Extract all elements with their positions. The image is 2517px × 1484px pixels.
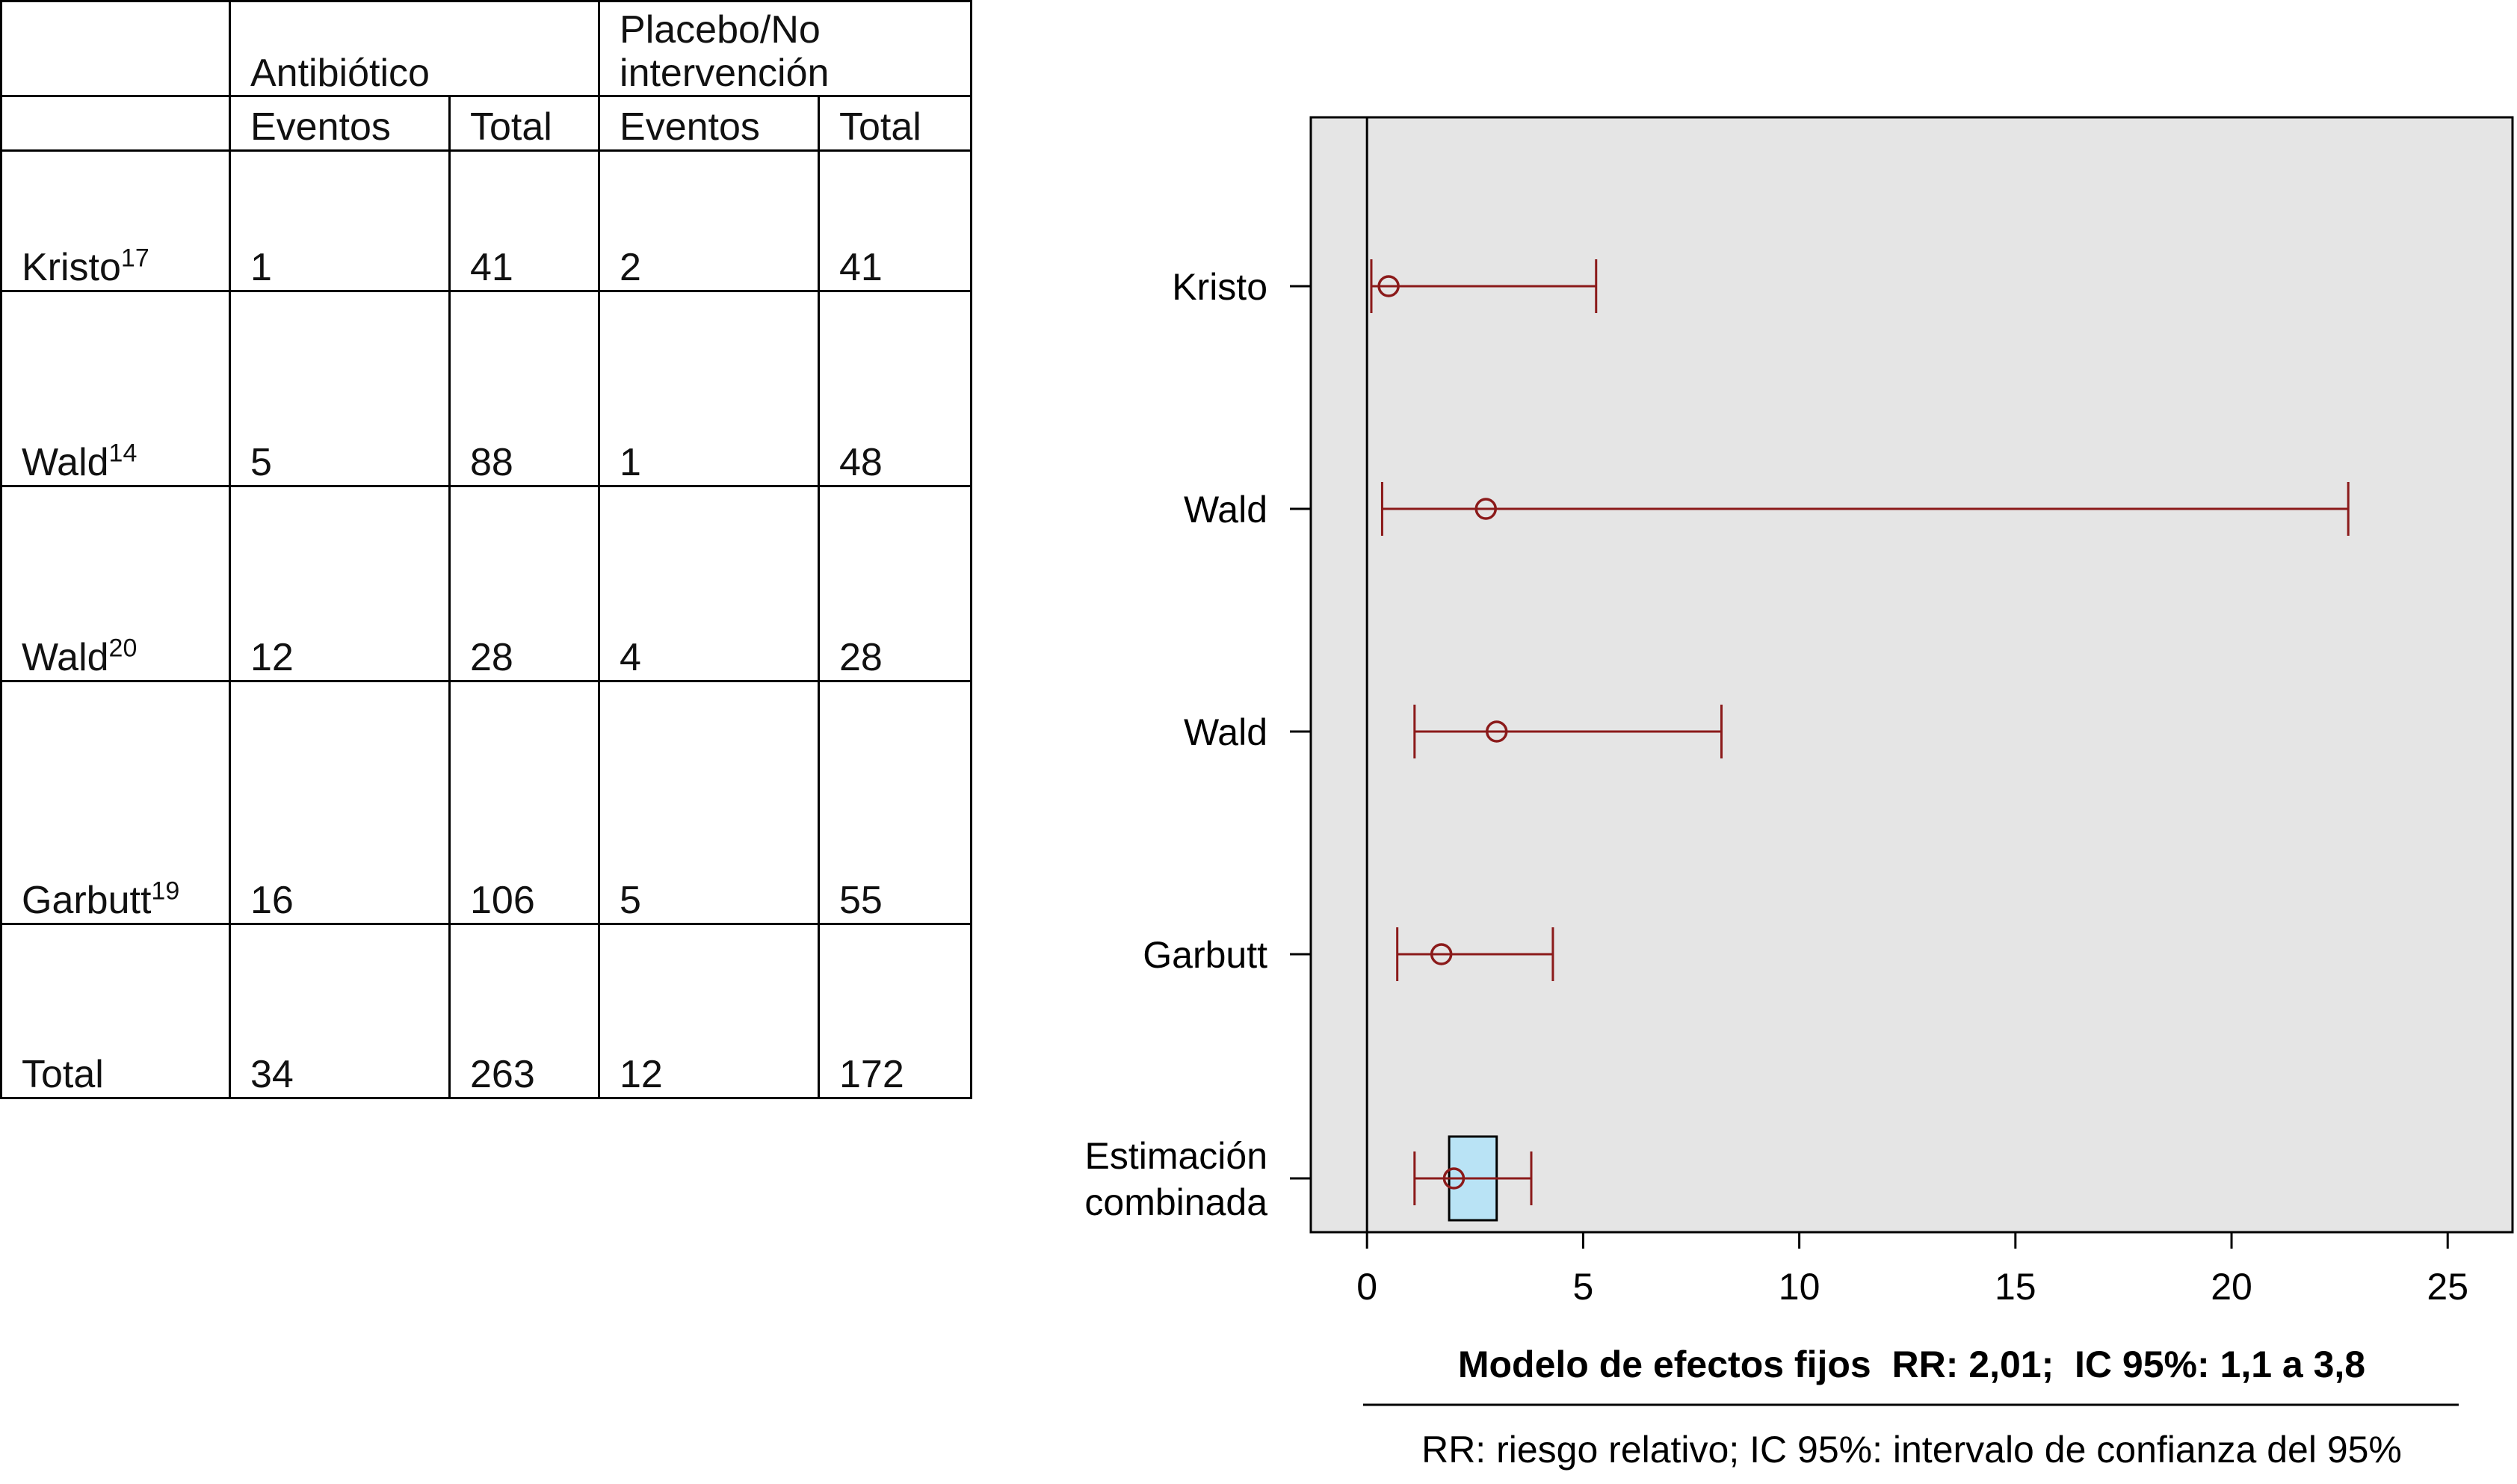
table-cell: 55 [818,680,973,925]
study-cell: Kristo17 [0,149,231,292]
events-table: Antibiótico Placebo/No intervención Event… [0,0,973,1099]
table-cell: 263 [448,923,601,1099]
point-estimate [1377,275,1400,297]
table-cell: 172 [818,923,973,1099]
subheader-total: Total [818,95,973,152]
group-header-placebo: Placebo/No intervención [598,0,973,97]
y-category-label: Estimación combinada [1084,1135,1267,1223]
y-category-label: Kristo [1172,266,1267,308]
table-row: Wald14 5 88 1 48 [0,290,973,487]
table-cell: 106 [448,680,601,925]
x-tick-label: 5 [1572,1266,1593,1308]
table-row-total: Total 34 263 12 172 [0,923,973,1099]
data-table-container: Antibiótico Placebo/No intervención Event… [0,0,973,1233]
point-estimate [1442,1167,1466,1190]
point-estimate [1485,720,1508,743]
corner-cell [0,0,231,97]
y-category-label: Garbutt [1143,934,1267,976]
subheader-blank [0,95,231,152]
study-cell: Total [0,923,231,1099]
table-cell: 1 [229,149,451,292]
table-cell: 12 [229,485,451,682]
table-row: Kristo17 1 41 2 41 [0,149,973,292]
table-cell: 88 [448,290,601,487]
table-row: Wald20 12 28 4 28 [0,485,973,682]
point-estimate [1430,943,1453,965]
table-cell: 1 [598,290,821,487]
table-cell: 5 [229,290,451,487]
table-cell: 2 [598,149,821,292]
table-cell: 41 [818,149,973,292]
subheader-events: Eventos [229,95,451,152]
x-tick-label: 15 [1995,1266,2036,1308]
group-header-antibiotic: Antibiótico [228,0,601,97]
point-estimate [1474,498,1498,520]
x-tick-label: 10 [1779,1266,1820,1308]
table-cell: 41 [448,149,601,292]
subheader-events: Eventos [598,95,821,152]
plot-panel [1309,116,2514,1234]
chart-marks: 0 5 10 15 20 25 Kristo Wald Wald Garbutt Estimació… [1084,117,2468,1308]
table-cell: 12 [598,923,821,1099]
chart-caption: Modelo de efectos fijos RR: 2,01; IC 95%… [1458,1344,2365,1385]
table-cell: 16 [229,680,451,925]
table-cell: 5 [598,680,821,925]
table-cell: 4 [598,485,821,682]
table-cell: 28 [448,485,601,682]
chart-footnote: RR: riesgo relativo; IC 95%: intervalo d… [1421,1429,2402,1471]
x-tick-label: 20 [2211,1266,2252,1308]
study-cell: Wald14 [0,290,231,487]
study-cell: Wald20 [0,485,231,682]
table-row: Garbutt19 16 106 5 55 [0,680,973,925]
subheader-total: Total [448,95,601,152]
study-cell: Garbutt19 [0,680,231,925]
x-tick-label: 0 [1356,1266,1377,1308]
table-cell: 34 [229,923,451,1099]
x-tick-label: 25 [2427,1266,2468,1308]
y-category-label: Wald [1184,711,1267,753]
table-cell: 28 [818,485,973,682]
y-category-label: Wald [1184,489,1267,531]
table-cell: 48 [818,290,973,487]
